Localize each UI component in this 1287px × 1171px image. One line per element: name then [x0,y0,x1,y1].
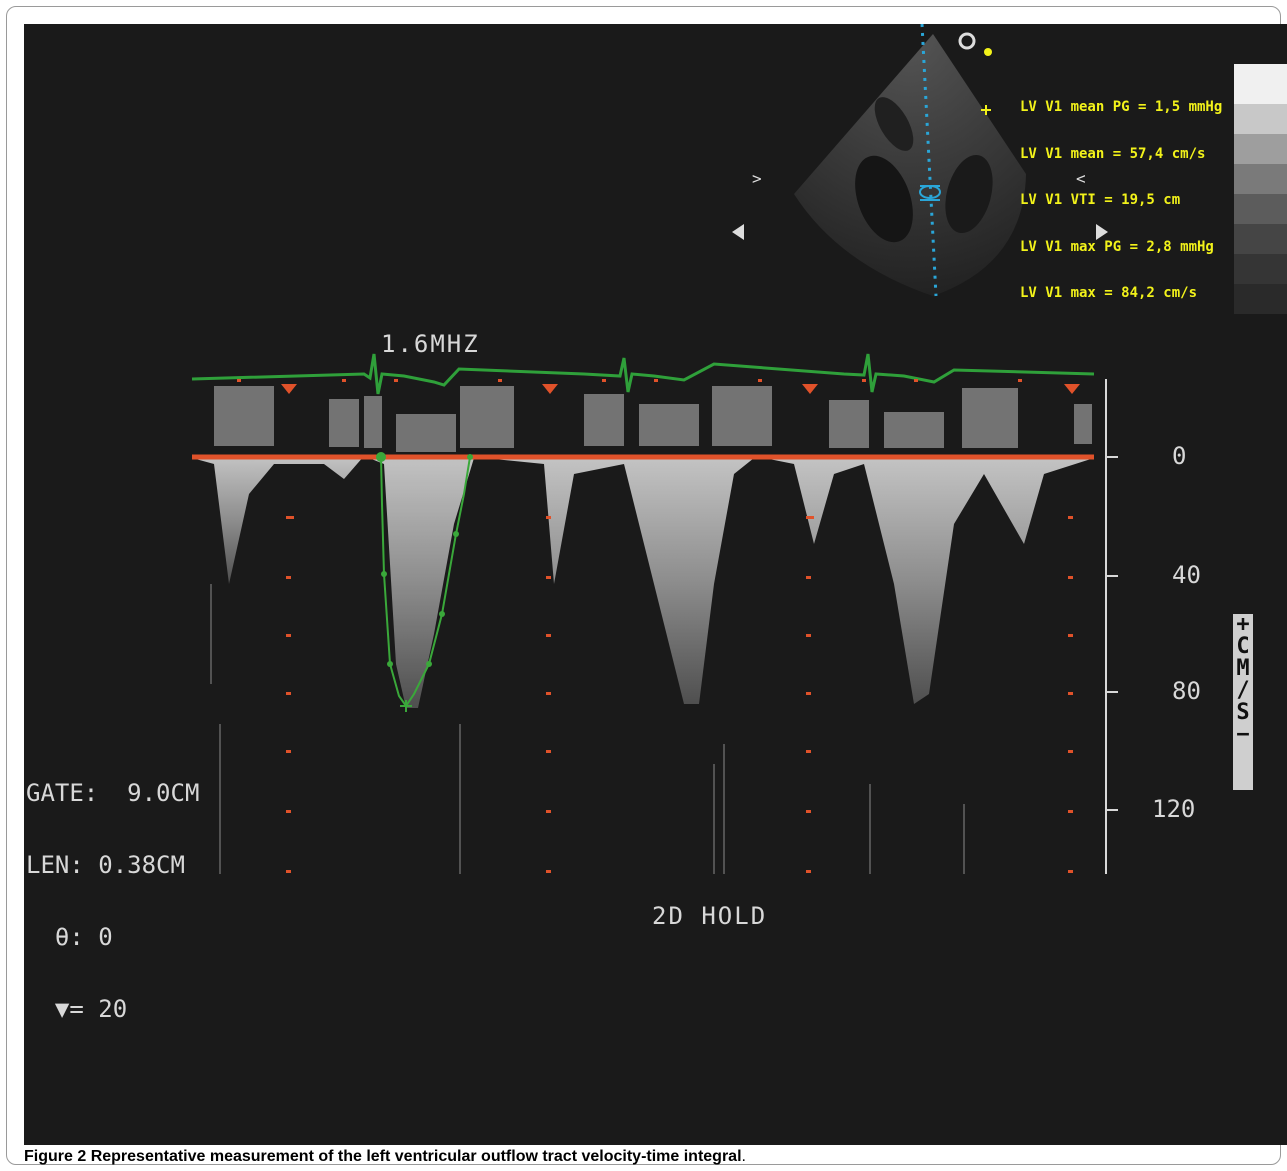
unit-c: C [1236,634,1250,659]
ecg-trace [191,353,1095,395]
unit-slash: / [1236,678,1250,703]
measurement-max-velocity: LV V1 max = 84,2 cm/s [1020,285,1198,301]
echo-sector-image: > < [732,24,1108,297]
svg-text:>: > [752,169,762,188]
reverse-flow-spectrum [214,386,1092,452]
mode-status: 2D HOLD [652,902,768,930]
unit-m: M [1236,656,1250,681]
param-sample: ▼= 20 [26,995,128,1023]
param-angle: θ: 0 [26,923,113,951]
velocity-axis [1105,379,1118,874]
svg-text:<: < [1076,169,1086,188]
velocity-tick-0: 0 [1172,442,1187,470]
doppler-graphics: > < [191,24,1287,874]
unit-plus: + [1236,612,1250,637]
spectral-streaks [210,584,965,874]
figure-caption: Figure 2 Representative measurement of t… [24,1148,746,1166]
ultrasound-screen: > < [24,24,1287,1145]
velocity-tick-120: 120 [1152,795,1196,823]
measurement-mean-velocity: LV V1 mean = 57,4 cm/s [1020,145,1206,162]
measurement-readout: LV V1 mean PG = 1,5 mmHg LV V1 mean = 57… [1020,69,1222,333]
vti-trace [376,452,473,712]
param-gate: GATE: 9.0CM [26,779,200,807]
forward-flow-spectrum [192,456,1094,708]
unit-minus: − [1236,722,1250,747]
param-length: LEN: 0.38CM [26,851,185,879]
unit-s: S [1236,700,1250,725]
caption-period: . [741,1148,746,1165]
figure-label: Figure 2 [24,1148,87,1165]
scale-dot-markers [237,379,1073,873]
measurement-mean-pg: LV V1 mean PG = 1,5 mmHg [1020,99,1223,115]
probe-frequency: 1.6MHZ [381,330,480,358]
measurement-max-pg: LV V1 max PG = 2,8 mmHg [1020,238,1214,255]
velocity-unit-label: + C M / S − [1233,614,1253,790]
grayscale-bar [1234,64,1287,314]
figure-caption-text: Representative measurement of the left v… [90,1148,742,1165]
timing-markers [281,384,1080,394]
velocity-tick-40: 40 [1172,561,1201,589]
measurement-vti: LV V1 VTI = 19,5 cm [1020,192,1181,208]
velocity-tick-80: 80 [1172,677,1201,705]
doppler-parameters: GATE: 9.0CM LEN: 0.38CM θ: 0 ▼= 20 [26,733,199,1069]
